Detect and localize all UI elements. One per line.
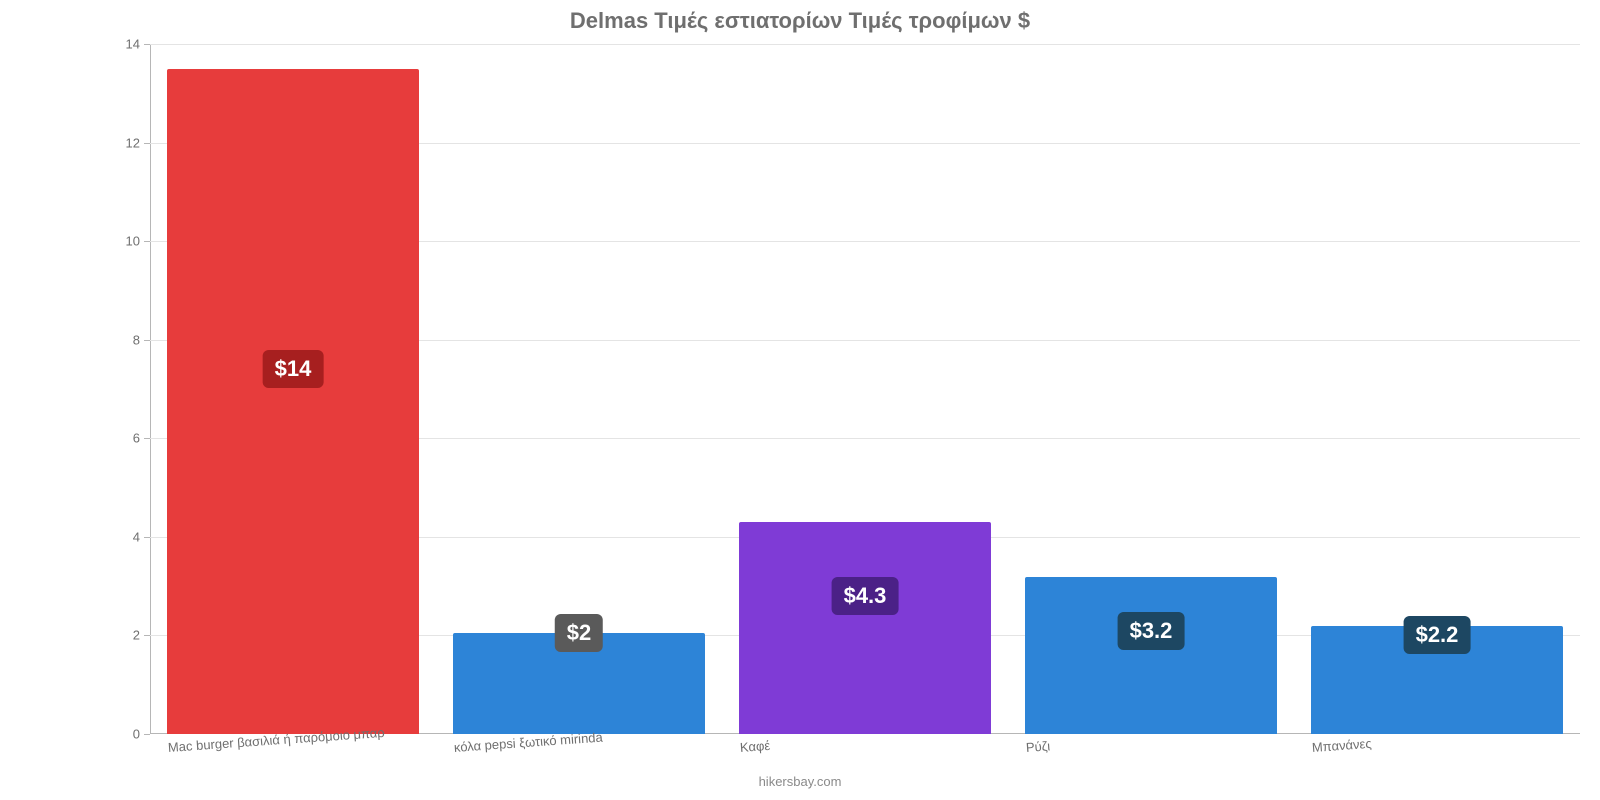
y-axis-line [150,44,151,734]
y-tick-label: 14 [126,37,150,52]
grid-line [150,44,1580,45]
y-tick-label: 2 [133,628,150,643]
bar [739,522,991,734]
y-tick-label: 10 [126,234,150,249]
bar-value-badge: $14 [263,350,324,388]
bar-value-badge: $2.2 [1404,616,1471,654]
x-tick-label: Μπανάνες [1311,730,1372,755]
plot-area: 02468101214$14Mac burger βασιλιά ή παρόμ… [150,44,1580,734]
x-tick-label: Ρύζι [1025,732,1051,755]
x-tick-label: Καφέ [739,732,771,755]
y-tick-label: 0 [133,727,150,742]
bar-chart: Delmas Τιμές εστιατορίων Τιμές τροφίμων … [0,0,1600,800]
bar-value-badge: $3.2 [1118,612,1185,650]
bar-value-badge: $2 [555,614,603,652]
y-tick-label: 6 [133,431,150,446]
bar [1025,577,1277,734]
y-tick-label: 8 [133,332,150,347]
bar-value-badge: $4.3 [832,577,899,615]
chart-title: Delmas Τιμές εστιατορίων Τιμές τροφίμων … [0,8,1600,34]
y-tick-label: 12 [126,135,150,150]
attribution-text: hikersbay.com [0,774,1600,789]
bar [167,69,419,734]
y-tick-label: 4 [133,529,150,544]
